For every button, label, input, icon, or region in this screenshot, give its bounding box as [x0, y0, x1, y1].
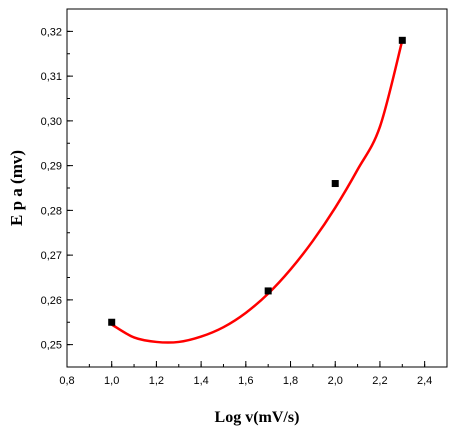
y-tick-label: 0,31: [41, 71, 62, 83]
y-tick-label: 0,30: [41, 116, 62, 128]
fit-curve: [111, 40, 404, 344]
data-points-layer: [108, 36, 406, 326]
x-tick-label: 2,2: [372, 375, 387, 387]
y-tick-label: 0,27: [41, 250, 62, 262]
x-tick-label: 1,4: [193, 375, 208, 387]
y-axis-title: E p a (mv): [7, 150, 26, 226]
y-axis-ticks: 0,25 0,26 0,27 0,28 0,29 0,30 0,31 0,32: [41, 8, 73, 368]
fit-curve-layer: [111, 40, 404, 344]
data-point: [398, 36, 406, 44]
x-tick-label: 1,8: [283, 375, 298, 387]
data-point: [264, 287, 272, 295]
x-axis-ticks: 0,8 1,0 1,2 1,4 1,6 1,8 2,0 2,2 2,4: [59, 361, 448, 387]
data-point: [108, 318, 116, 326]
plot-frame: [66, 8, 448, 368]
y-tick-label: 0,25: [41, 340, 62, 352]
y-tick-label: 0,26: [41, 295, 62, 307]
x-tick-label: 1,2: [149, 375, 164, 387]
x-tick-label: 0,8: [59, 375, 74, 387]
x-tick-label: 1,6: [238, 375, 253, 387]
x-tick-label: 2,0: [328, 375, 343, 387]
y-tick-label: 0,29: [41, 161, 62, 173]
y-tick-label: 0,32: [41, 26, 62, 38]
x-tick-label: 1,0: [104, 375, 119, 387]
y-tick-label: 0,28: [41, 205, 62, 217]
data-point: [331, 180, 339, 188]
x-axis-title: Log v(mV/s): [215, 409, 300, 426]
x-tick-label: 2,4: [417, 375, 432, 387]
